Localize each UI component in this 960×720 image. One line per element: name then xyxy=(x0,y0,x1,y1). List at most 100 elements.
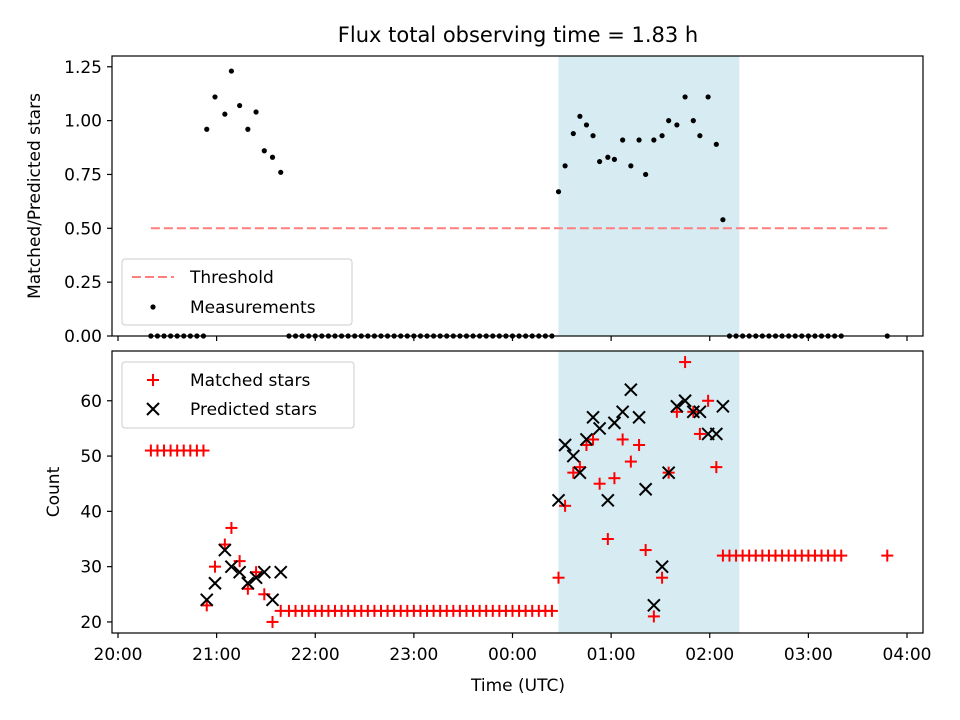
bottom-y-tick-label: 50 xyxy=(80,447,102,467)
threshold-legend-label: Threshold xyxy=(189,268,274,288)
chart-title: Flux total observing time = 1.83 h xyxy=(338,23,698,47)
measurements-legend-swatch xyxy=(150,304,156,310)
measurement-point xyxy=(659,133,665,139)
matched-star-point xyxy=(639,544,652,557)
x-tick-label: 21:00 xyxy=(192,645,241,665)
matched-star-point xyxy=(587,433,600,446)
x-tick-label: 02:00 xyxy=(685,645,734,665)
x-tick-label: 03:00 xyxy=(784,645,833,665)
matched-star-point xyxy=(197,444,210,457)
bottom-x-ticks: 20:00 21:00 22:00 23:00 00:00 01:00 02:00 03:00… xyxy=(94,633,932,665)
measurement-point xyxy=(628,163,634,169)
measurement-point xyxy=(204,126,210,132)
x-axis-label: Time (UTC) xyxy=(470,676,565,696)
measurement-point xyxy=(555,189,562,195)
predicted-star-point xyxy=(615,405,630,419)
predicted-star-point xyxy=(573,465,587,480)
predicted-star-point xyxy=(716,399,730,414)
predicted-star-point xyxy=(709,427,724,441)
predicted-star-point xyxy=(686,405,701,419)
matched-star-point xyxy=(545,604,558,617)
measurement-point xyxy=(643,171,649,178)
bottom-legend-box xyxy=(121,361,355,429)
predicted-star-point xyxy=(601,493,615,508)
measurement-point xyxy=(705,94,711,100)
predicted-stars-series xyxy=(200,382,730,613)
matched-star-point xyxy=(250,566,263,579)
measurement-point xyxy=(611,156,618,162)
predicted-star-point xyxy=(566,449,581,463)
matched-star-point xyxy=(608,472,621,485)
matched-star-point xyxy=(559,499,572,512)
top-x-ticks xyxy=(117,336,908,341)
predicted-star-point xyxy=(592,421,607,436)
top-y-tick-label: 0.50 xyxy=(64,219,102,239)
measurement-point xyxy=(713,141,719,147)
matched-star-point xyxy=(881,549,894,562)
measurement-point xyxy=(682,94,688,100)
measurement-point xyxy=(253,109,259,115)
measurement-point xyxy=(720,217,726,223)
matched-stars-legend-label: Matched stars xyxy=(190,371,310,391)
matched-star-point xyxy=(573,461,586,474)
predicted-star-point xyxy=(624,382,638,397)
matched-star-point xyxy=(616,433,629,446)
predicted-star-point xyxy=(249,570,263,585)
predicted-star-point xyxy=(678,394,692,408)
matched-star-point xyxy=(208,560,221,573)
predicted-star-point xyxy=(647,598,661,613)
bottom-y-tick-label: 30 xyxy=(80,558,102,578)
measurement-point xyxy=(261,148,267,154)
measurement-point xyxy=(577,113,583,119)
matched-star-point xyxy=(601,533,614,545)
predicted-stars-legend-label: Predicted stars xyxy=(190,400,317,420)
matched-star-point xyxy=(567,466,580,479)
matched-star-point xyxy=(580,439,593,451)
matched-star-point xyxy=(241,582,254,595)
measurement-point xyxy=(570,130,576,137)
x-tick-label: 04:00 xyxy=(883,645,932,665)
top-panel: 0.00 0.25 0.50 0.75 1.00 1.25 Matched/Predict… xyxy=(25,55,924,347)
measurement-point xyxy=(278,169,284,175)
top-y-axis-label: Matched/Predicted stars xyxy=(25,93,45,299)
bottom-y-tick-label: 20 xyxy=(80,613,102,633)
predicted-star-point xyxy=(661,465,676,480)
bottom-legend: Matched stars Predicted stars xyxy=(121,361,355,429)
matched-star-point xyxy=(225,521,238,534)
top-legend: Threshold Measurements xyxy=(121,258,353,326)
measurement-point xyxy=(583,122,590,128)
predicted-star-point xyxy=(200,593,214,607)
measurement-point xyxy=(651,137,657,143)
matched-star-point xyxy=(670,405,683,418)
matched-star-point xyxy=(633,439,646,451)
matched-star-point xyxy=(647,610,660,623)
bottom-y-tick-label: 60 xyxy=(80,392,102,412)
predicted-star-point xyxy=(208,576,222,590)
bottom-y-axis-label: Count xyxy=(44,466,64,517)
matched-star-point xyxy=(693,427,706,440)
top-y-tick-label: 1.00 xyxy=(64,112,102,132)
matched-star-point xyxy=(552,571,565,584)
top-legend-box xyxy=(121,258,353,326)
predicted-star-point xyxy=(693,405,707,419)
bottom-y-tick-label: 40 xyxy=(80,502,102,522)
predicted-star-point xyxy=(232,565,247,579)
top-y-tick-label: 0.75 xyxy=(64,165,102,185)
x-tick-label: 00:00 xyxy=(488,645,537,665)
predicted-star-point xyxy=(551,493,566,508)
matched-stars-series xyxy=(144,356,894,628)
predicted-star-point xyxy=(638,482,653,496)
matched-star-point xyxy=(593,477,606,490)
measurement-point xyxy=(674,122,680,128)
predicted-star-point xyxy=(655,559,669,574)
measurement-point xyxy=(222,111,228,117)
measurement-point xyxy=(269,154,276,160)
top-y-tick-label: 0.25 xyxy=(64,273,102,293)
measurement-point xyxy=(237,102,243,109)
predicted-star-point xyxy=(586,410,600,425)
matched-star-point xyxy=(656,571,669,584)
x-tick-label: 01:00 xyxy=(587,645,636,665)
measurement-point xyxy=(212,94,218,100)
matched-star-point xyxy=(835,549,848,562)
